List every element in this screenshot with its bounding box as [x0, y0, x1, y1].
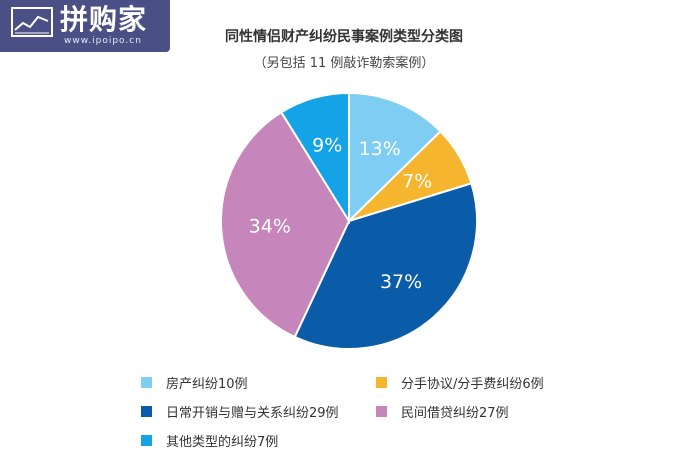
legend-item-3: 日常开销与赠与关系纠纷29例 — [141, 402, 339, 421]
legend-label-1: 房产纠纷10例 — [166, 376, 248, 392]
slice-label-5: 9% — [312, 135, 342, 157]
legend-item-1: 房产纠纷10例 — [141, 373, 248, 392]
pie-slice-1 — [348, 91, 442, 224]
slice-label-4: 34% — [249, 216, 291, 238]
legend-label-4: 民间借贷纠纷27例 — [401, 405, 509, 421]
slice-label-2: 7% — [402, 170, 432, 192]
chart-logo-icon — [11, 7, 53, 37]
chart-subtitle: （另包括 11 例敲诈勒索案例） — [253, 56, 435, 71]
legend-label-5: 其他类型的纠纷7例 — [166, 434, 279, 450]
logo-text: 拼购家 — [60, 3, 148, 36]
logo-url: www.ipoipo.cn — [64, 36, 142, 46]
pie-slice-5 — [279, 91, 350, 225]
pie-slice-4 — [220, 110, 351, 339]
chart-title: 同性情侣财产纠纷民事案例类型分类图 — [225, 29, 463, 45]
legend-label-3: 日常开销与赠与关系纠纷29例 — [166, 405, 339, 421]
legend-item-2: 分手协议/分手费纠纷6例 — [376, 373, 544, 392]
site-logo: 拼购家 www.ipoipo.cn — [0, 0, 170, 52]
legend-swatch-4 — [376, 405, 387, 417]
legend-swatch-1 — [141, 376, 152, 388]
legend-label-2: 分手协议/分手费纠纷6例 — [401, 376, 544, 392]
slice-label-3: 37% — [380, 271, 422, 293]
legend-swatch-3 — [141, 405, 152, 417]
legend-item-5: 其他类型的纠纷7例 — [141, 431, 279, 450]
legend-swatch-5 — [141, 434, 152, 446]
pie-slice-3 — [293, 182, 478, 350]
legend-swatch-2 — [376, 376, 387, 388]
slice-label-1: 13% — [359, 138, 401, 160]
legend-item-4: 民间借贷纠纷27例 — [376, 402, 509, 421]
